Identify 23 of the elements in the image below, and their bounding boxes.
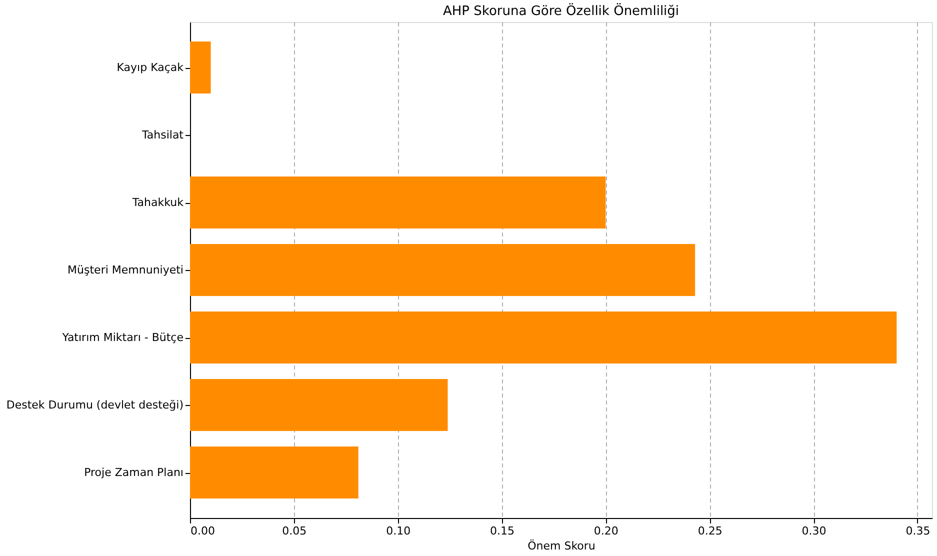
y-tick-label: Tahsilat xyxy=(140,128,184,142)
y-tick-label: Tahakkuk xyxy=(131,196,184,209)
y-tick-label: Proje Zaman Planı xyxy=(84,466,184,479)
y-tick-label: Kayıp Kaçak xyxy=(116,61,184,74)
y-tick-label: Müşteri Memnuniyeti xyxy=(68,264,184,276)
bar xyxy=(190,379,448,431)
bar xyxy=(190,244,696,296)
bar xyxy=(190,312,897,364)
x-tick-label: 0.20 xyxy=(594,524,618,538)
x-tick-label: 0.25 xyxy=(698,524,722,538)
x-tick-label: 0.05 xyxy=(282,524,307,538)
x-tick-label: 0.10 xyxy=(386,524,411,538)
x-tick-label: 0.15 xyxy=(490,524,515,538)
bar xyxy=(190,446,358,498)
x-tick-label: 0.35 xyxy=(906,524,930,538)
x-axis-title: Önem Skoru xyxy=(528,538,596,552)
bar xyxy=(190,42,211,94)
x-tick-label: 0.30 xyxy=(802,524,826,538)
y-tick-label: Yatırım Miktarı - Bütçe xyxy=(61,331,184,344)
bar xyxy=(190,176,606,228)
x-tick-label: 0.00 xyxy=(190,524,215,538)
y-tick-label: Destek Durumu (devlet desteği) xyxy=(6,398,184,412)
chart-title: AHP Skoruna Göre Özellik Önemliliği xyxy=(442,3,680,19)
